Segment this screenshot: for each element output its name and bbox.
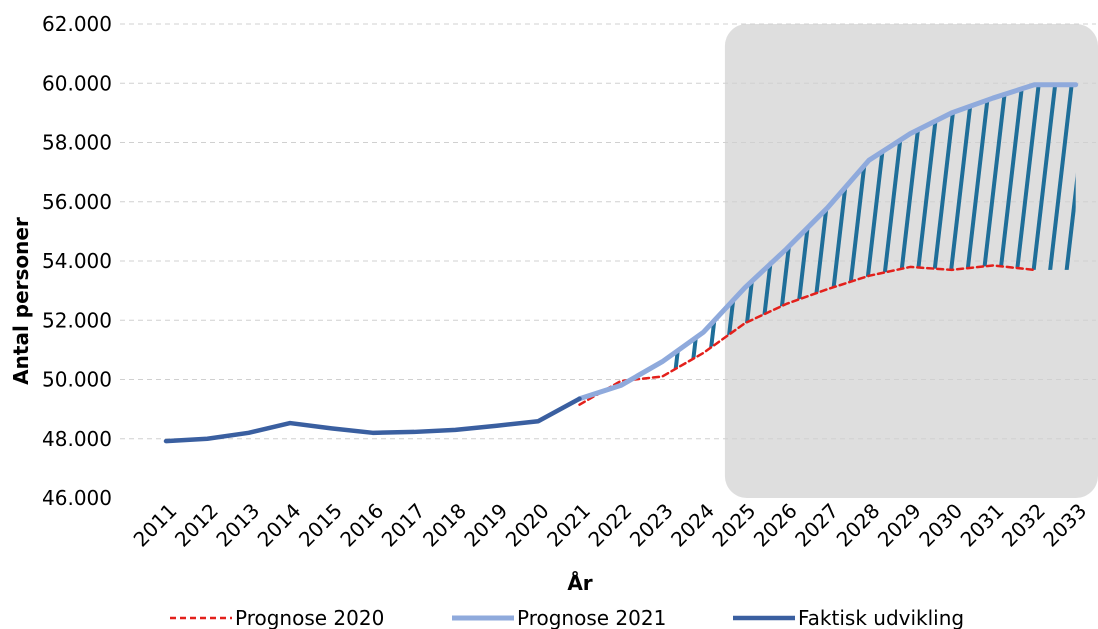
x-tick-label: 2015	[294, 499, 347, 552]
series-line-faktisk-udvikling	[163, 396, 582, 444]
hatch-line	[955, 84, 1015, 377]
y-tick-label: 52.000	[42, 308, 112, 332]
x-tick-label: 2021	[542, 499, 595, 552]
legend-label: Faktisk udvikling	[798, 606, 964, 629]
x-tick-label: 2028	[832, 499, 885, 552]
x-tick-label: 2031	[956, 499, 1009, 552]
y-tick-label: 54.000	[42, 249, 112, 273]
x-tick-label: 2025	[707, 499, 760, 552]
hatch-line	[1005, 84, 1065, 377]
x-tick-label: 2012	[170, 499, 223, 552]
x-tick-label: 2030	[914, 499, 967, 552]
hatch-line	[988, 84, 1048, 377]
y-tick-label: 56.000	[42, 190, 112, 214]
x-tick-label: 2027	[790, 499, 843, 552]
x-tick-label: 2013	[211, 499, 264, 552]
hatch-line	[1021, 84, 1076, 377]
x-tick-label: 2014	[253, 499, 306, 552]
x-tick-label: 2016	[335, 499, 388, 552]
x-tick-label: 2022	[583, 499, 636, 552]
legend-label: Prognose 2020	[235, 606, 384, 629]
x-tick-label: 2026	[749, 499, 802, 552]
hatch-line	[1038, 84, 1076, 377]
legend: Prognose 2020 Prognose 2021 Faktisk udvikl…	[170, 606, 964, 629]
x-tick-label: 2019	[459, 499, 512, 552]
x-tick-label: 2032	[997, 499, 1050, 552]
hatch-line	[595, 24, 650, 498]
legend-label: Prognose 2021	[517, 606, 666, 629]
hatch-line	[939, 84, 999, 377]
series-line-prognose-2020	[578, 264, 1036, 406]
x-axis-title: År	[567, 571, 592, 595]
y-axis-title: Antal personer	[9, 217, 33, 385]
y-tick-label: 62.000	[42, 12, 112, 36]
x-tick-label: 2011	[129, 499, 182, 552]
x-tick-label: 2017	[377, 499, 430, 552]
x-tick-label: 2023	[625, 499, 678, 552]
y-tick-label: 60.000	[42, 71, 112, 95]
x-tick-label: 2018	[418, 499, 471, 552]
y-tick-label: 48.000	[42, 427, 112, 451]
y-tick-label: 50.000	[42, 368, 112, 392]
y-tick-label: 58.000	[42, 131, 112, 155]
x-tick-label: 2020	[501, 499, 554, 552]
series-line-prognose-2021	[577, 82, 1079, 402]
x-tick-label: 2029	[873, 499, 926, 552]
x-tick-label: 2024	[666, 499, 719, 552]
y-tick-label: 46.000	[42, 486, 112, 510]
x-tick-label: 2033	[1038, 499, 1091, 552]
hatch-line	[972, 84, 1032, 377]
